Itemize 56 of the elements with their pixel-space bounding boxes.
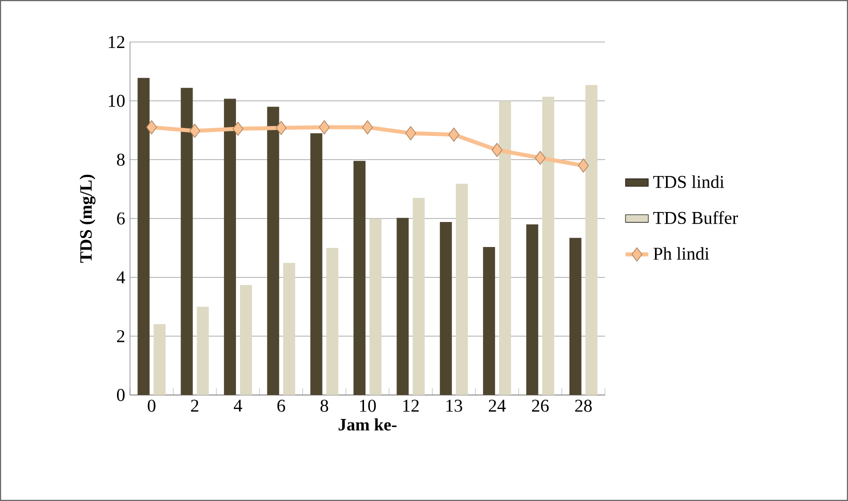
legend-label: TDS Buffer: [653, 211, 738, 224]
bar: [456, 184, 468, 396]
point: [189, 124, 200, 138]
bar: [283, 262, 296, 396]
bar: [585, 84, 598, 396]
point: [276, 120, 287, 135]
y-tick-label: 8: [116, 154, 125, 166]
x-tick-label: 6: [277, 400, 286, 412]
x-tick-label: 24: [488, 400, 506, 412]
bar: [412, 198, 425, 396]
bar: [310, 133, 322, 396]
point: [362, 120, 373, 134]
x-tick-label: 28: [575, 400, 592, 412]
bar: [154, 324, 166, 396]
point: [578, 158, 589, 173]
bar: [326, 248, 338, 396]
x-tick-label: 0: [148, 400, 156, 412]
x-tick-label: 26: [532, 400, 549, 412]
bar: [354, 160, 366, 396]
bar: [267, 106, 280, 396]
point: [318, 120, 330, 134]
y-tick-label: 12: [108, 36, 124, 48]
bar: [396, 218, 409, 396]
bar: [370, 218, 382, 396]
point: [534, 150, 546, 165]
point: [448, 128, 460, 142]
y-tick-label: 4: [116, 271, 126, 284]
point: [232, 122, 244, 136]
x-tick-label: 4: [234, 400, 242, 412]
y-tick-label: 0: [116, 388, 125, 402]
bar: [440, 222, 452, 396]
x-axis-title: Jam ke-: [338, 418, 396, 431]
y-tick-label: 2: [117, 330, 124, 342]
bar: [180, 88, 193, 396]
y-tick-label: 10: [108, 94, 125, 107]
y-tick-label: 6: [117, 212, 125, 225]
x-tick-label: 12: [403, 400, 419, 412]
point: [405, 126, 416, 140]
bar: [196, 306, 209, 396]
point: [146, 120, 157, 134]
bar: [138, 78, 150, 396]
bar: [483, 247, 496, 396]
bar: [542, 96, 554, 396]
bar: [526, 224, 538, 396]
bar: [499, 100, 512, 396]
point: [492, 142, 502, 158]
bar: [224, 98, 236, 396]
legend-label: TDS lindi: [653, 175, 724, 188]
x-tick-label: 8: [320, 400, 328, 412]
x-tick-label: 10: [360, 400, 376, 412]
x-tick-label: 13: [446, 400, 462, 412]
bar: [240, 284, 252, 396]
x-tick-label: 2: [191, 400, 198, 412]
legend-label: Ph lindi: [653, 247, 710, 260]
bar: [569, 238, 582, 396]
y-axis-title: TDS (mg/L): [80, 174, 96, 263]
